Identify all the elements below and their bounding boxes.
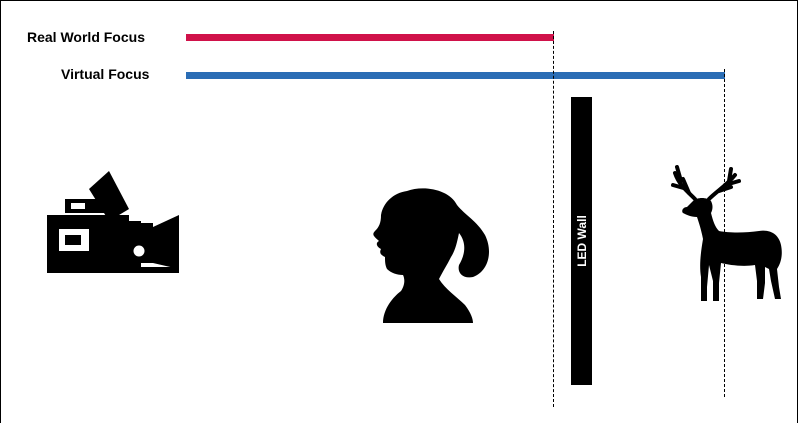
led-wall-label: LED Wall — [574, 215, 589, 267]
virtual-focus-bar — [186, 72, 725, 79]
real-world-focus-plane-line — [553, 31, 554, 407]
virtual-focus-label: Virtual Focus — [61, 66, 150, 82]
led-wall: LED Wall — [571, 97, 592, 385]
woman-silhouette-icon — [365, 185, 497, 325]
real-world-focus-bar — [186, 34, 554, 41]
real-world-focus-label: Real World Focus — [27, 29, 145, 45]
camera-icon — [45, 169, 185, 277]
deer-icon — [669, 165, 787, 305]
